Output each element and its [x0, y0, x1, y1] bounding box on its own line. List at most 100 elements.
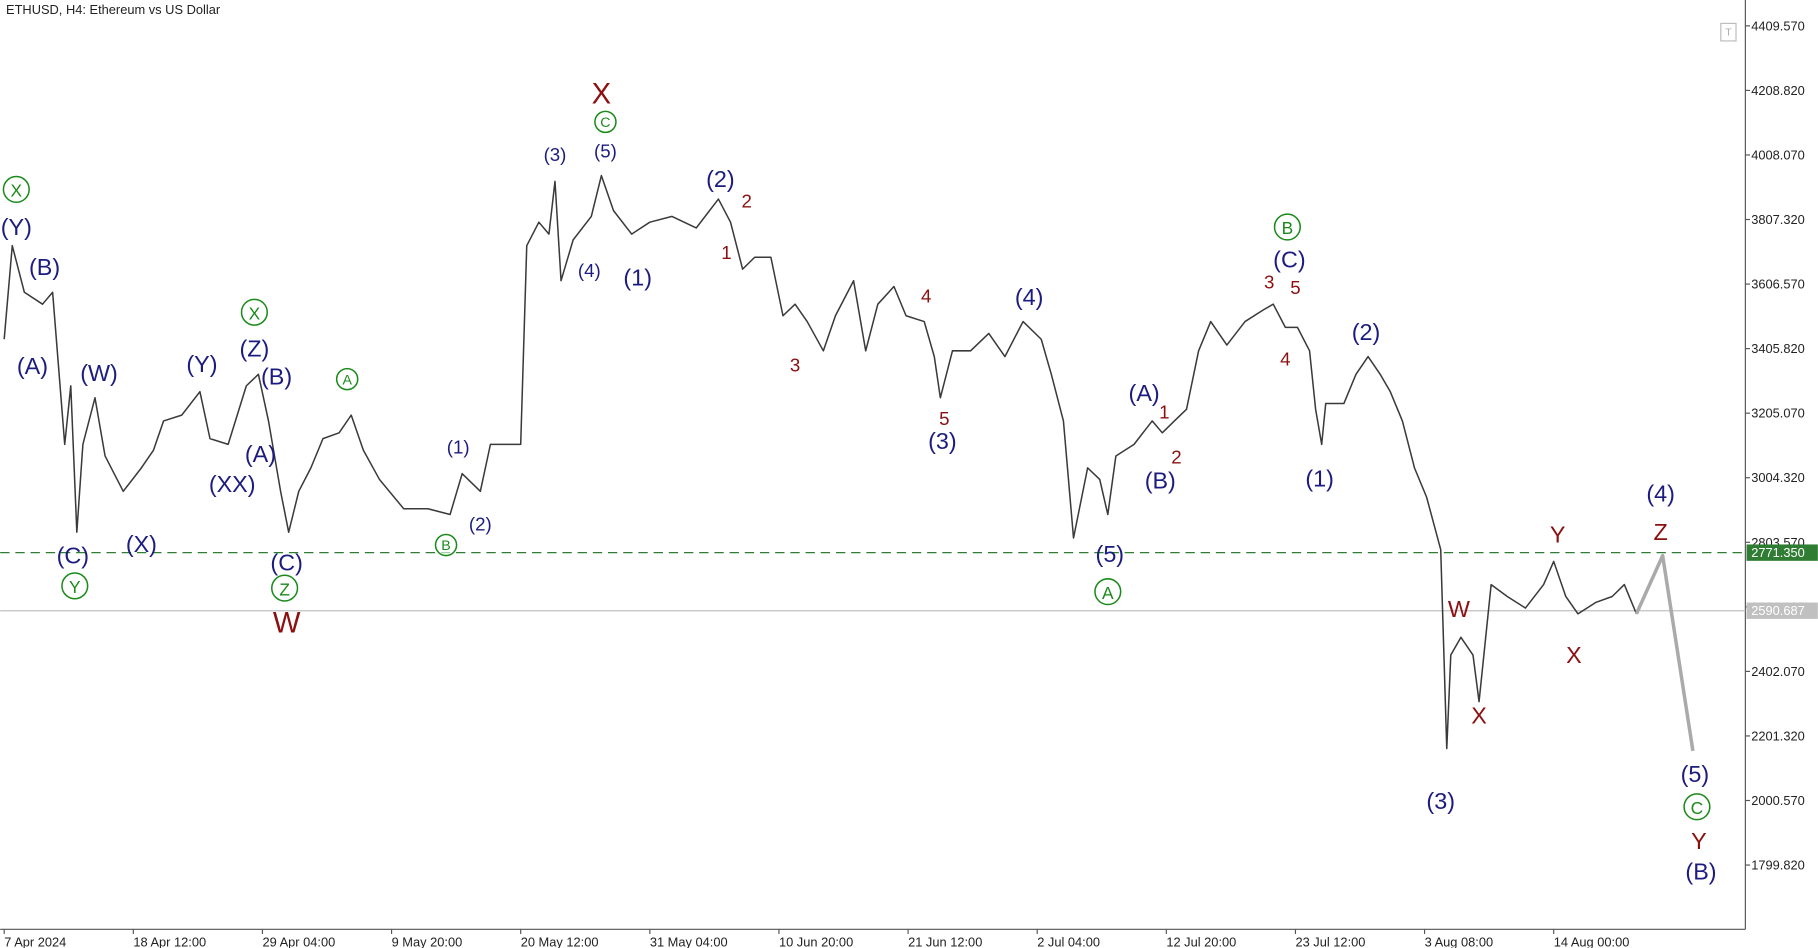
wave-label: X: [249, 303, 261, 323]
wave-circle: [61, 572, 89, 600]
wave-label: (C): [1273, 247, 1305, 273]
price-label: 2590.687: [1751, 603, 1805, 618]
wave-label: 2: [741, 191, 751, 212]
wave-label: W: [1448, 596, 1470, 622]
wave-label: A: [342, 372, 352, 388]
wave-label: 1: [721, 242, 731, 263]
x-tick-label: 18 Apr 12:00: [133, 935, 206, 948]
price-label: 2771.350: [1751, 545, 1805, 560]
wave-label: C: [600, 115, 610, 131]
wave-label: Y: [1550, 521, 1566, 547]
wave-label: Y: [1691, 828, 1707, 854]
wave-label: (2): [706, 166, 735, 192]
y-tick-label: 3606.570: [1751, 277, 1805, 292]
wave-label: X: [11, 181, 23, 201]
y-tick-label: 4208.820: [1751, 83, 1805, 98]
wave-label: X: [1566, 642, 1582, 668]
wave-circle: [1273, 213, 1301, 241]
wave-label: (1): [1305, 465, 1334, 491]
y-tick-label: 2402.070: [1751, 664, 1805, 679]
wave-label: (Y): [186, 351, 217, 377]
wave-label: 5: [1290, 277, 1300, 298]
wave-circle: [335, 367, 359, 391]
wave-label: (4): [1015, 284, 1044, 310]
wave-label: X: [1471, 703, 1487, 729]
wave-label: 1: [1159, 401, 1169, 422]
wave-label: W: [273, 607, 301, 639]
wave-label: (2): [469, 514, 492, 535]
x-tick-label: 2 Jul 04:00: [1037, 935, 1100, 948]
wave-label: (2): [1352, 319, 1381, 345]
x-tick-label: 3 Aug 08:00: [1425, 935, 1494, 948]
x-tick-label: 12 Jul 20:00: [1166, 935, 1236, 948]
wave-label: (1): [623, 264, 652, 290]
wave-label: (Y): [1, 214, 32, 240]
x-tick-label: 7 Apr 2024: [4, 935, 66, 948]
wave-label: C: [1691, 798, 1704, 818]
wave-label: Z: [1653, 519, 1667, 545]
y-tick-label: 4008.070: [1751, 147, 1805, 162]
chart-title: ETHUSD, H4: Ethereum vs US Dollar: [6, 2, 221, 17]
x-tick-label: 10 Jun 20:00: [779, 935, 853, 948]
wave-label: B: [1282, 218, 1294, 238]
wave-label: (B): [261, 364, 292, 390]
x-tick-label: 23 Jul 12:00: [1295, 935, 1365, 948]
wave-label: 4: [921, 286, 931, 307]
wave-circle: [2, 175, 30, 204]
wave-label: (5): [1096, 541, 1125, 567]
y-tick-label: 4409.570: [1751, 18, 1805, 33]
x-tick-label: 20 May 12:00: [521, 935, 599, 948]
wave-label: (A): [1129, 380, 1160, 406]
wave-label: Z: [279, 579, 290, 599]
x-tick-label: 29 Apr 04:00: [262, 935, 335, 948]
wave-circle: [271, 574, 299, 602]
price-line-series: [3, 174, 1638, 750]
y-tick-label: 3807.320: [1751, 212, 1805, 227]
wave-label: X: [592, 79, 612, 111]
wave-label: (C): [270, 550, 302, 576]
y-tick-label: 3405.820: [1751, 341, 1805, 356]
wave-circle: [240, 298, 268, 326]
wave-label: (X): [126, 531, 157, 557]
toolbar-icon-glyph: T: [1725, 27, 1732, 39]
y-tick-label: 2201.320: [1751, 728, 1805, 743]
wave-label: (C): [57, 543, 89, 569]
wave-label: 5: [939, 408, 949, 429]
wave-label: (B): [1685, 858, 1716, 884]
wave-label: (3): [544, 144, 567, 165]
x-tick-label: 21 Jun 12:00: [908, 935, 982, 948]
wave-label: (A): [17, 353, 48, 379]
wave-label: 2: [1171, 447, 1181, 468]
wave-label: (B): [29, 254, 60, 280]
wave-circle: [1094, 578, 1122, 606]
wave-label: (A): [245, 441, 276, 467]
x-tick-label: 31 May 04:00: [650, 935, 728, 948]
wave-label: (W): [80, 360, 118, 386]
x-tick-label: 9 May 20:00: [392, 935, 463, 948]
y-tick-label: 3004.320: [1751, 470, 1805, 485]
wave-circle: [1683, 793, 1711, 821]
y-tick-label: 2000.570: [1751, 793, 1805, 808]
x-tick-label: 14 Aug 00:00: [1554, 935, 1630, 948]
wave-label: (XX): [209, 471, 256, 497]
wave-label: 3: [790, 354, 800, 375]
wave-circle: [594, 110, 617, 134]
wave-label: 4: [1280, 349, 1290, 370]
wave-label: B: [441, 538, 450, 554]
wave-label: 3: [1264, 271, 1274, 292]
wave-label: Y: [69, 577, 81, 597]
price-label-box: [1746, 544, 1818, 561]
y-tick-label: 1799.820: [1751, 858, 1805, 873]
wave-label: (B): [1145, 468, 1176, 494]
toolbar-icon[interactable]: [1720, 22, 1737, 42]
wave-label: (5): [594, 141, 617, 162]
wave-label: (3): [1426, 788, 1455, 814]
wave-label: (4): [578, 260, 601, 281]
price-label-box: [1746, 602, 1818, 619]
wave-label: A: [1102, 583, 1114, 603]
wave-label: (5): [1681, 761, 1710, 787]
wave-label: (1): [447, 436, 470, 457]
y-tick-label: 3205.070: [1751, 406, 1805, 421]
